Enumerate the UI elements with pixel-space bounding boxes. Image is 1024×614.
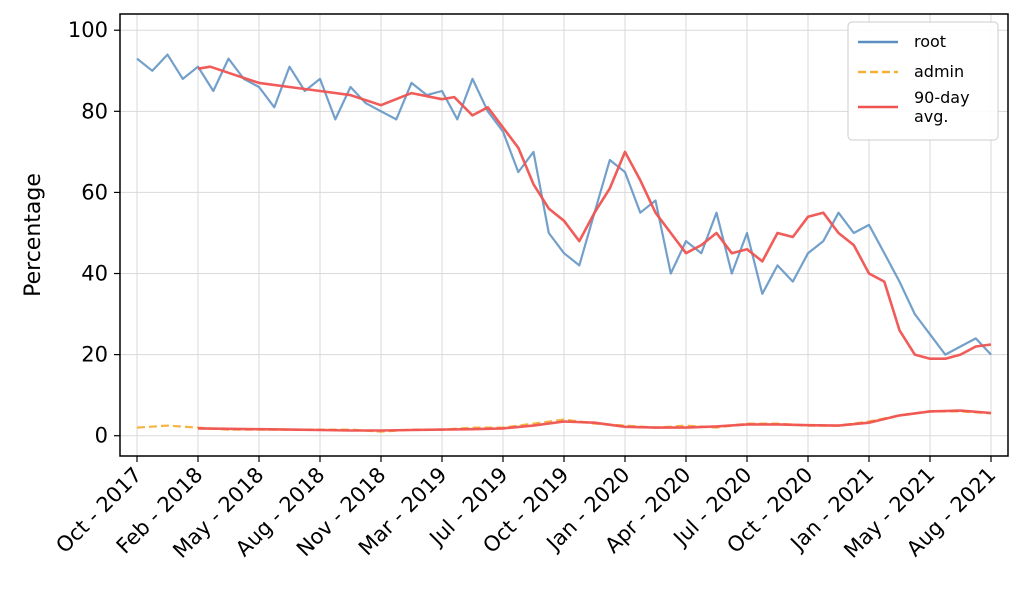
y-axis-label: Percentage <box>21 173 46 297</box>
series-line-90-day-avg <box>197 65 992 360</box>
y-tick-label: 80 <box>81 99 108 123</box>
grid <box>120 14 1008 456</box>
legend-box <box>847 21 999 141</box>
legend-label: admin <box>914 62 964 81</box>
legend: root admin 90-day avg. <box>847 21 999 141</box>
y-tick-label: 40 <box>81 262 108 286</box>
y-tick-label: 20 <box>81 343 108 367</box>
series-line-admin-90-day-avg <box>197 409 992 432</box>
y-tick-label: 60 <box>81 180 108 204</box>
y-tick-label: 0 <box>95 424 108 448</box>
series-line-root <box>136 53 992 356</box>
series-layer <box>136 53 992 433</box>
y-tick-label: 100 <box>68 18 108 42</box>
legend-label: 90-day avg. <box>914 88 970 126</box>
legend-label: root <box>914 32 946 51</box>
